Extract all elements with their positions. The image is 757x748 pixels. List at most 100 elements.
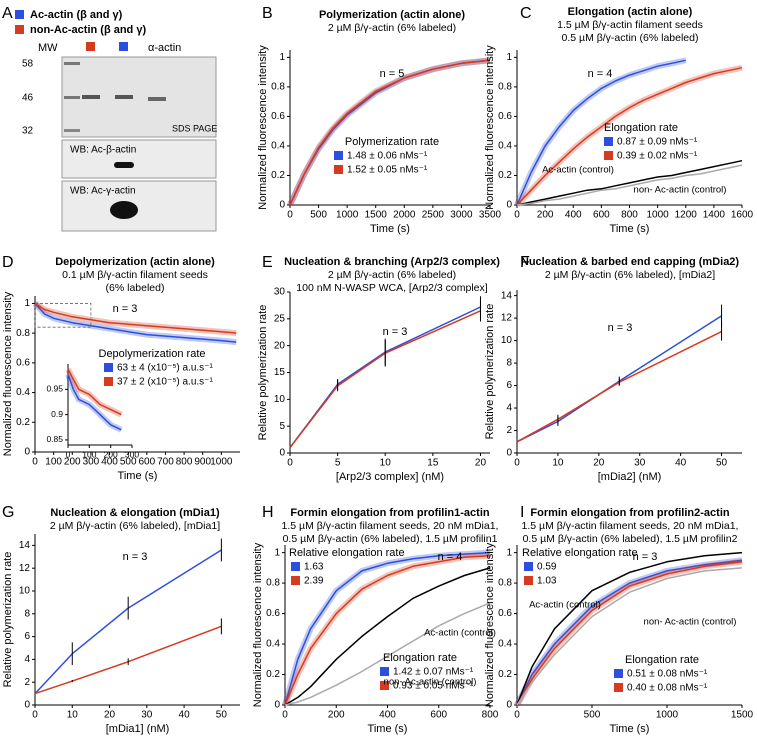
y-tick-label: 0.2: [498, 669, 512, 680]
y-tick-label: 1: [506, 547, 512, 558]
annotation: n = 4: [588, 68, 613, 80]
series-line: [34, 625, 222, 695]
x-tick-label: 0: [32, 457, 38, 468]
y-axis-label: Relative polymerization rate: [484, 304, 496, 440]
chart-subtitle: 0.5 µM β/γ-actin (6% labeled), 1.5 µM pr…: [523, 533, 738, 545]
y-axis-label: Relative polymerization rate: [2, 552, 14, 688]
y-tick-label: 0.4: [16, 387, 30, 398]
chart-subtitle: 2 µM β/γ-actin (6% labeled), [mDia2]: [545, 269, 715, 281]
series-line: [34, 302, 237, 334]
x-tick-label: 700: [157, 457, 174, 468]
panel-letter: F: [520, 254, 530, 271]
panel-letter: A: [2, 5, 13, 22]
y-tick-label: 8: [24, 608, 30, 619]
chart-subtitle: 0.5 µM β/γ-actin (6% labeled): [562, 32, 699, 44]
annotation: n = 3: [383, 326, 408, 338]
legend-swatch: [104, 363, 113, 372]
x-tick-label: 10: [67, 710, 79, 721]
x-tick-label: 1000: [647, 210, 670, 221]
x-tick-label: 20: [104, 710, 116, 721]
gel-legend: non-Ac-actin (β and γ): [30, 24, 146, 36]
x-tick-label: 600: [593, 210, 610, 221]
x-tick-label: 3000: [450, 210, 473, 221]
x-tick-label: 0: [514, 710, 520, 721]
x-axis-label: Time (s): [118, 470, 158, 482]
legend-swatch: [104, 377, 113, 386]
y-tick-label: 15: [274, 367, 286, 378]
x-tick-label: 500: [120, 457, 137, 468]
gel-band: [64, 96, 80, 99]
y-tick-label: 0.2: [266, 669, 280, 680]
y-tick-label: 2: [24, 677, 30, 688]
chart-subtitle: 0.5 µM β/γ-actin (6% labeled), 1.5 µM pr…: [283, 533, 498, 545]
gel-band: [148, 97, 166, 101]
y-tick-label: 30: [274, 287, 286, 298]
x-tick-label: 1000: [210, 457, 233, 468]
x-tick-label: 0: [32, 710, 38, 721]
annotation: n = 3: [633, 551, 658, 563]
x-tick-label: 1400: [703, 210, 726, 221]
series-line: [284, 602, 491, 706]
legend-swatch: [614, 683, 623, 692]
y-tick-label: 6: [24, 631, 30, 642]
panel-letter: E: [262, 254, 273, 271]
chart-subtitle: 2 µM β/γ-actin (6% labeled), [mDia1]: [50, 520, 220, 532]
y-tick-label: 0.8: [266, 578, 280, 589]
chart-title: Elongation (actin alone): [568, 6, 693, 18]
x-tick-label: 20: [475, 458, 487, 469]
annotation: n = 4: [438, 551, 463, 563]
x-tick-label: 800: [621, 210, 638, 221]
x-tick-label: 0: [514, 458, 520, 469]
y-tick-label: 0.4: [498, 141, 512, 152]
series-line: [284, 554, 491, 706]
y-tick-label: 10: [501, 335, 513, 346]
y-tick-label: 1: [506, 52, 512, 63]
y-tick-label: 0.4: [271, 141, 285, 152]
x-tick-label: 3500: [479, 210, 502, 221]
x-tick-label: 400: [379, 710, 396, 721]
x-tick-label: 500: [310, 210, 327, 221]
x-tick-label: 5: [335, 458, 341, 469]
gel-label: SDS PAGE: [172, 123, 217, 133]
x-axis-label: Time (s): [610, 723, 650, 735]
series-line: [516, 159, 743, 206]
y-tick-label: 1: [274, 547, 280, 558]
legend-swatch: [334, 151, 343, 160]
y-tick-label: 0.8: [16, 328, 30, 339]
y-axis-label: Normalized fluorescence intensity: [484, 542, 496, 707]
x-tick-label: 1500: [365, 210, 388, 221]
legend-entry: 1.52 ± 0.05 nMs⁻¹: [347, 165, 428, 176]
legend-entry: 2.39: [304, 576, 324, 587]
y-tick-label: 0.2: [498, 170, 512, 181]
legend-swatch: [380, 681, 389, 690]
blot-label: WB: Ac-β-actin: [70, 145, 136, 156]
x-tick-label: 1600: [731, 210, 754, 221]
legend-title: Polymerization rate: [345, 136, 439, 148]
y-tick-label: 12: [19, 563, 31, 574]
x-tick-label: 1000: [656, 710, 679, 721]
x-axis-label: Time (s): [370, 223, 410, 235]
series-line: [284, 551, 491, 706]
annotation: n = 3: [113, 303, 138, 315]
x-tick-label: 0: [282, 710, 288, 721]
x-tick-label: 200: [537, 210, 554, 221]
panel-letter: I: [520, 504, 524, 521]
y-tick-label: 0.95: [46, 384, 63, 394]
x-axis-label: [mDia2] (nM): [598, 471, 662, 483]
legend-swatch: [291, 562, 300, 571]
blot-label: WB: Ac-γ-actin: [70, 186, 136, 197]
series-label: Ac-actin (control): [529, 600, 601, 611]
gel-legend: Ac-actin (β and γ): [30, 9, 123, 21]
chart-title: Nucleation & elongation (mDia1): [50, 507, 220, 519]
mw-marker: 46: [22, 93, 34, 104]
y-tick-label: 4: [506, 403, 512, 414]
series-line: [284, 567, 491, 706]
legend-entry: 0.87 ± 0.09 nMs⁻¹: [617, 137, 698, 148]
series-label: Ac-actin (control): [542, 165, 614, 176]
y-tick-label: 5: [279, 421, 285, 432]
y-tick-label: 2: [506, 425, 512, 436]
x-tick-label: 0: [287, 458, 293, 469]
blot: [61, 139, 217, 179]
y-tick-label: 0.2: [16, 417, 30, 428]
legend-swatch: [524, 576, 533, 585]
